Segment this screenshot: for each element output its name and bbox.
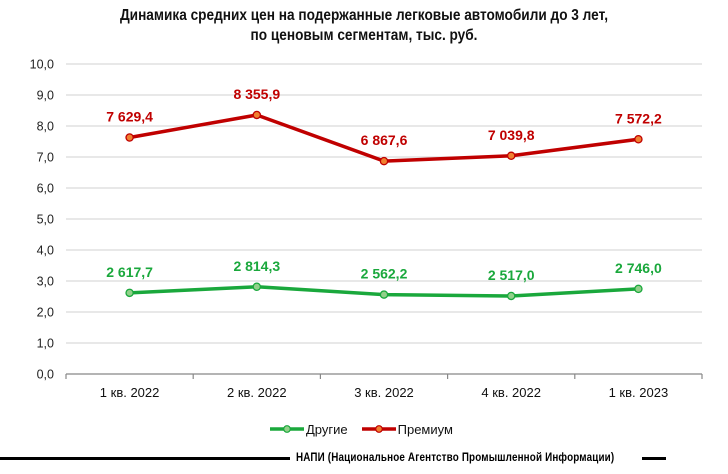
red-line-marker-icon [361,425,396,433]
series-other-data-label: 2 562,2 [361,266,408,282]
chart-title: Динамика средних цен на подержанные легк… [44,6,685,46]
y-tick-label: 3,0 [37,275,54,289]
legend-item-premium[interactable]: Премиум [361,421,453,437]
legend: Другие Премиум [270,420,467,438]
series-other-data-label: 2 814,3 [233,258,280,274]
source-text: НАПИ (Национальное Агентство Промышленно… [296,450,615,464]
series-premium-marker [379,156,389,166]
series-other-marker [506,291,516,301]
series-other-data-label: 2 517,0 [488,267,535,283]
y-tick-label: 1,0 [37,337,54,351]
chart-title-line1: Динамика средних цен на подержанные легк… [119,7,609,24]
x-tick-label: 3 кв. 2022 [354,385,414,400]
legend-item-other[interactable]: Другие [270,422,348,437]
x-axis: 1 кв. 2022 2 кв. 2022 3 кв. 2022 4 кв. 2022… [65,373,703,400]
y-tick-label: 2,0 [37,306,54,320]
series-other-data-label: 2 746,0 [615,260,662,276]
legend-label-premium: Премиум [397,421,453,437]
series-other-marker [125,288,134,298]
series-premium-marker [506,151,516,161]
x-tick-label: 2 кв. 2022 [227,385,287,400]
source-footer: НАПИ (Национальное Агентство Промышленно… [0,449,728,471]
chart-title-line2: по ценовым сегментам, тыс. руб. [250,27,478,44]
gridlines [66,63,702,344]
series-premium-data-label: 8 355,9 [233,86,280,102]
legend-label-other: Другие [306,421,348,437]
y-axis-labels: 0,0 1,0 2,0 3,0 4,0 5,0 6,0 7,0 8,0 9,0 10,0 [30,58,54,382]
y-tick-label: 7,0 [37,151,54,165]
x-tick-label: 1 кв. 2023 [609,385,669,400]
y-tick-label: 9,0 [37,89,54,103]
data-labels: 2 617,7 2 814,3 2 562,2 2 517,0 2 746,0 7 629… [106,86,662,283]
series-premium-marker [125,133,134,142]
footer-rule-left [0,457,290,460]
y-tick-label: 0,0 [37,368,54,382]
y-tick-label: 8,0 [37,120,54,134]
series-premium-data-label: 6 867,6 [361,132,408,148]
y-tick-label: 5,0 [37,213,54,227]
series-lines [125,110,643,301]
series-premium-marker [634,135,643,144]
series-other-marker [379,290,389,299]
y-tick-label: 6,0 [37,182,54,196]
y-tick-label: 10,0 [30,58,54,72]
series-other-marker [634,284,643,294]
series-other-data-label: 2 617,7 [106,264,153,280]
series-premium-data-label: 7 572,2 [615,110,662,126]
x-tick-label: 4 кв. 2022 [481,385,541,400]
y-tick-label: 4,0 [37,244,54,258]
series-other-marker [252,282,262,292]
series-premium-marker [252,110,262,120]
green-line-marker-icon [270,425,304,433]
series-premium-data-label: 7 039,8 [488,127,535,143]
footer-rule-right [642,457,666,460]
x-tick-label: 1 кв. 2022 [100,385,160,400]
series-premium-data-label: 7 629,4 [106,108,153,124]
